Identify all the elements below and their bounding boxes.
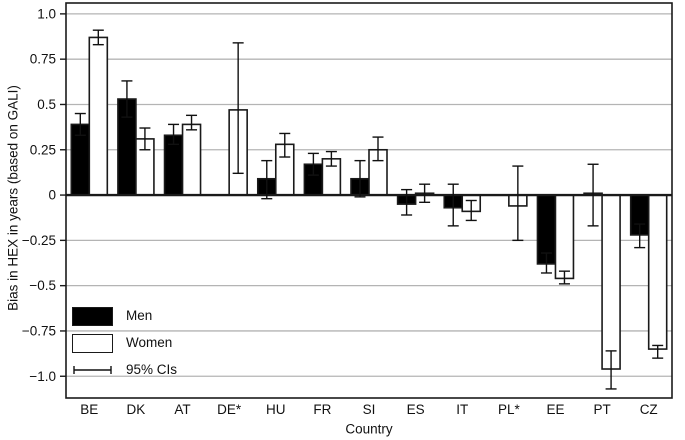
y-axis-title: Bias in HEX in years (based on GALI): [5, 85, 21, 311]
x-axis-title: Country: [345, 421, 393, 437]
y-tick-label: 0.5: [37, 97, 56, 112]
x-category-label-BE: BE: [80, 402, 98, 417]
x-category-label-PL*: PL*: [498, 402, 521, 417]
legend-item-women: Women: [72, 333, 177, 353]
bar-women-EE: [554, 194, 575, 280]
x-category-label-IT: IT: [456, 402, 468, 417]
legend-label-ci: 95% CIs: [126, 362, 178, 377]
x-category-label-DE*: DE*: [217, 402, 242, 417]
x-category-label-EE: EE: [546, 402, 564, 417]
x-category-label-ES: ES: [407, 402, 425, 417]
y-tick-label: 0.75: [30, 52, 56, 67]
bar-women-CZ: [647, 194, 668, 350]
x-category-label-PT: PT: [593, 402, 610, 417]
bar-women-AT: [181, 123, 202, 196]
x-category-label-DK: DK: [127, 402, 146, 417]
legend-label-women: Women: [126, 335, 173, 350]
men-swatch: [72, 306, 113, 326]
x-category-label-AT: AT: [174, 402, 190, 417]
women-swatch: [72, 333, 113, 353]
legend-item-men: Men: [72, 306, 177, 326]
x-category-label-HU: HU: [266, 402, 286, 417]
y-tick-label: 0.25: [30, 142, 56, 157]
x-category-label-CZ: CZ: [640, 402, 658, 417]
y-tick-label: 1.0: [37, 6, 56, 21]
y-tick-label: −0.75: [22, 323, 56, 338]
error-bar-icon: [73, 366, 112, 374]
y-tick-label: −0.5: [29, 278, 56, 293]
y-tick-label: −1.0: [29, 369, 56, 384]
x-category-label-SI: SI: [363, 402, 376, 417]
bar-women-BE: [88, 36, 109, 196]
y-tick-label: 0: [48, 188, 56, 203]
plot-border: [65, 2, 673, 399]
legend-label-men: Men: [126, 308, 153, 323]
x-category-label-FR: FR: [313, 402, 331, 417]
chart-legend: Men Women 95% CIs: [72, 306, 177, 380]
legend-item-ci: 95% CIs: [72, 360, 177, 380]
bar-women-PT: [601, 194, 621, 370]
y-tick-label: −0.25: [22, 233, 56, 248]
